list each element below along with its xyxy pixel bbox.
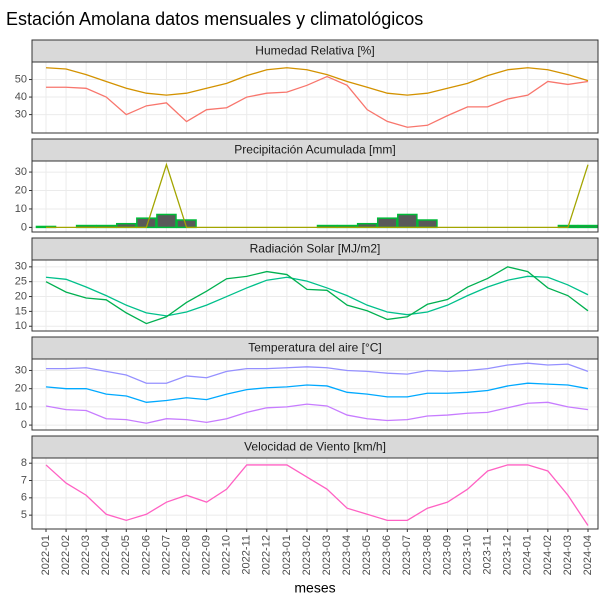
x-tick-label: 2023-02 bbox=[301, 535, 313, 575]
bar bbox=[156, 213, 177, 229]
y-tick-label: 5 bbox=[21, 509, 27, 521]
x-tick-label: 2022-11 bbox=[241, 535, 253, 575]
y-tick-label: 10 bbox=[15, 401, 27, 413]
y-tick-label: 30 bbox=[15, 108, 27, 120]
x-tick-label: 2022-02 bbox=[60, 535, 72, 575]
x-tick-label: 2022-12 bbox=[261, 535, 273, 575]
x-tick-label: 2024-01 bbox=[522, 535, 534, 575]
line bbox=[45, 382, 589, 403]
x-tick-label: 2022-09 bbox=[200, 535, 212, 575]
x-tick-label: 2022-08 bbox=[180, 535, 192, 575]
x-tick-label: 2023-11 bbox=[482, 535, 494, 575]
x-tick-label: 2024-04 bbox=[582, 535, 594, 575]
line bbox=[45, 266, 589, 325]
line bbox=[45, 401, 589, 424]
strip-title: Radiación Solar [MJ/m2] bbox=[250, 242, 381, 256]
strip-title: Temperatura del aire [°C] bbox=[248, 341, 382, 355]
y-tick-label: 30 bbox=[15, 364, 27, 376]
x-tick-label: 2022-04 bbox=[100, 535, 112, 575]
x-tick-label: 2023-12 bbox=[502, 535, 514, 575]
line bbox=[46, 162, 589, 229]
y-tick-label: 50 bbox=[15, 73, 27, 85]
x-tick-label: 2022-05 bbox=[120, 535, 132, 575]
y-tick-label: 7 bbox=[21, 474, 27, 486]
line bbox=[45, 67, 589, 96]
x-tick-label: 2023-07 bbox=[401, 535, 413, 575]
y-tick-label: 10 bbox=[15, 203, 27, 215]
x-tick-label: 2022-01 bbox=[40, 535, 52, 575]
chart-title: Estación Amolana datos mensuales y clima… bbox=[6, 9, 423, 29]
strip-title: Precipitación Acumulada [mm] bbox=[234, 143, 395, 157]
line bbox=[45, 464, 589, 526]
x-tick-label: 2024-02 bbox=[542, 535, 554, 575]
x-tick-label: 2022-03 bbox=[80, 535, 92, 575]
y-tick-label: 0 bbox=[21, 419, 27, 431]
panel-border bbox=[31, 160, 599, 233]
panel bbox=[32, 458, 598, 529]
x-tick-label: 2023-06 bbox=[381, 535, 393, 575]
y-tick-label: 0 bbox=[21, 221, 27, 233]
x-tick-label: 2023-05 bbox=[361, 535, 373, 575]
bar bbox=[376, 217, 398, 229]
x-tick-label: 2023-09 bbox=[441, 535, 453, 575]
x-tick-label: 2022-07 bbox=[160, 535, 172, 575]
y-tick-label: 30 bbox=[15, 261, 27, 273]
bar bbox=[417, 219, 438, 229]
y-tick-label: 30 bbox=[15, 166, 27, 178]
y-tick-label: 10 bbox=[15, 320, 27, 332]
x-tick-label: 2023-04 bbox=[341, 535, 353, 575]
panel-border bbox=[31, 259, 599, 332]
line bbox=[45, 275, 589, 317]
x-tick-label: 2023-03 bbox=[321, 535, 333, 575]
panel-border bbox=[31, 358, 599, 431]
y-tick-label: 6 bbox=[21, 492, 27, 504]
strip-title: Velocidad de Viento [km/h] bbox=[244, 440, 386, 454]
x-tick-label: 2024-03 bbox=[562, 535, 574, 575]
y-tick-label: 20 bbox=[15, 383, 27, 395]
panel bbox=[32, 260, 598, 331]
line bbox=[46, 362, 589, 384]
y-tick-label: 15 bbox=[15, 305, 27, 317]
panel-border bbox=[31, 61, 599, 134]
bar bbox=[397, 213, 418, 229]
panel-border bbox=[31, 457, 599, 530]
y-tick-label: 20 bbox=[15, 184, 27, 196]
x-tick-label: 2023-01 bbox=[281, 535, 293, 575]
y-tick-label: 8 bbox=[21, 457, 27, 469]
strip-title: Humedad Relativa [%] bbox=[255, 44, 374, 58]
x-tick-label: 2022-10 bbox=[221, 535, 233, 575]
x-tick-label: 2023-10 bbox=[461, 535, 473, 575]
x-tick-label: 2022-06 bbox=[140, 535, 152, 575]
line bbox=[46, 75, 589, 128]
bar bbox=[577, 224, 599, 229]
y-tick-label: 25 bbox=[15, 276, 27, 288]
x-axis-label: meses bbox=[294, 580, 335, 596]
x-tick-label: 2023-08 bbox=[421, 535, 433, 575]
y-tick-label: 20 bbox=[15, 290, 27, 302]
y-tick-label: 40 bbox=[15, 91, 27, 103]
